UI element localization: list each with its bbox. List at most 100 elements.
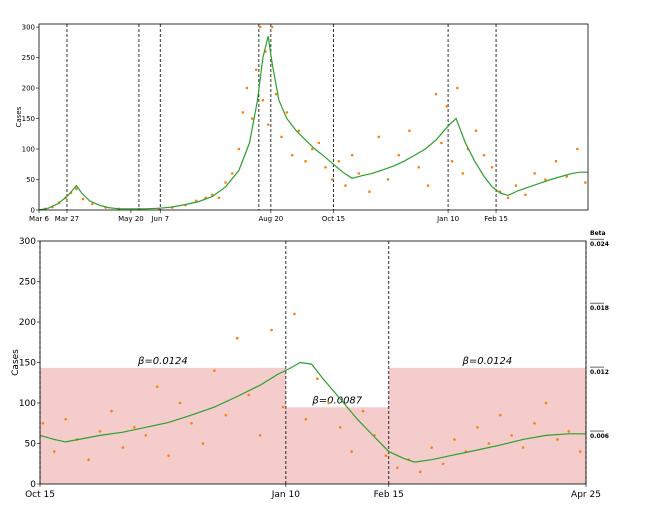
data-point (567, 430, 571, 433)
beta-region (388, 367, 586, 484)
data-point (250, 117, 254, 120)
data-point (456, 86, 459, 90)
x-tick-label: Apr 25 (571, 490, 601, 500)
data-point (64, 417, 68, 421)
y-tick-label: 100 (22, 145, 35, 153)
data-point (155, 385, 159, 389)
x-tick-label: Feb 15 (374, 490, 404, 500)
data-point (544, 401, 548, 405)
data-point (510, 434, 513, 437)
data-point (52, 450, 56, 453)
data-point (87, 458, 90, 462)
y-tick-label: 200 (19, 318, 36, 328)
y-tick-label: 300 (22, 23, 35, 31)
y-tick-label: 50 (26, 176, 35, 184)
data-point (245, 86, 249, 90)
data-point (290, 153, 294, 157)
x-tick-label: Jun 7 (150, 215, 169, 223)
y2-tick-label: 0.024 (590, 241, 609, 248)
y-tick-label: 300 (19, 237, 36, 247)
data-point (190, 421, 193, 425)
data-point (270, 25, 274, 29)
y-tick-label: 0 (30, 480, 36, 490)
data-point (357, 172, 361, 175)
data-point (490, 166, 494, 169)
data-point (121, 446, 125, 449)
data-point (482, 153, 486, 157)
data-point (544, 178, 547, 181)
data-point (533, 421, 536, 425)
data-point (476, 426, 479, 429)
data-point (217, 196, 221, 200)
data-point (110, 409, 113, 413)
data-point (498, 413, 502, 417)
data-point (258, 25, 262, 29)
data-point (274, 92, 278, 96)
data-point (417, 166, 421, 169)
data-point (324, 166, 327, 169)
data-point (461, 172, 465, 175)
y-tick-label: 250 (19, 278, 36, 288)
data-point (258, 434, 262, 437)
data-point (254, 68, 258, 72)
data-point (453, 438, 456, 441)
beta-annotation: β=0.0124 (461, 356, 512, 367)
data-point (368, 190, 371, 194)
trend-line (38, 36, 588, 211)
data-point (344, 184, 347, 187)
data-point (261, 98, 265, 102)
data-point (408, 129, 411, 133)
x-tick-label: Jan 10 (271, 490, 300, 500)
data-point (474, 129, 478, 133)
y2-tick-label: 0.006 (590, 433, 609, 440)
y-axis-label: Cases (15, 106, 23, 127)
data-point (384, 454, 388, 457)
data-point (235, 336, 239, 340)
data-point (237, 147, 241, 151)
data-point (224, 413, 228, 417)
x-tick-label: Jan 10 (436, 215, 459, 223)
x-tick-label: Oct 15 (25, 490, 55, 500)
data-point (293, 312, 296, 316)
data-point (91, 202, 94, 206)
data-point (133, 426, 136, 429)
data-point (81, 197, 85, 201)
x-tick-label: Mar 27 (55, 215, 79, 223)
data-point (554, 159, 558, 163)
data-point (440, 141, 443, 145)
plot-frame (38, 23, 589, 211)
x-tick-label: Feb 15 (484, 215, 508, 223)
data-point (304, 417, 308, 421)
y-tick-label: 200 (22, 84, 35, 92)
data-point (281, 405, 285, 409)
data-point (317, 141, 321, 145)
data-point (338, 426, 342, 429)
x-tick-label: May 20 (118, 215, 144, 223)
y2-axis-label: Beta (590, 230, 606, 237)
data-point (533, 172, 536, 175)
data-point (521, 446, 525, 449)
data-point (330, 178, 334, 181)
chart: β=0.0124 β=0.0087 β=0.0124 0.006 0.012 0.018 0… (11, 230, 609, 500)
data-point (418, 470, 422, 474)
beta-region (285, 407, 389, 484)
data-point (350, 450, 353, 453)
data-point (430, 446, 433, 449)
data-point (167, 454, 170, 457)
data-point (280, 135, 283, 139)
data-point (224, 181, 227, 184)
data-point (270, 328, 273, 332)
y-tick-label: 100 (19, 399, 36, 409)
data-point (304, 159, 307, 163)
data-point (247, 393, 250, 397)
beta-region (40, 367, 286, 484)
data-point (565, 175, 568, 178)
data-point (445, 105, 449, 108)
data-point (441, 462, 445, 466)
data-point (514, 184, 518, 187)
y-tick-label: 150 (22, 115, 35, 123)
data-point (266, 123, 270, 126)
beta-annotation: β=0.0087 (311, 395, 362, 406)
x-tick-label: Oct 15 (322, 215, 345, 223)
